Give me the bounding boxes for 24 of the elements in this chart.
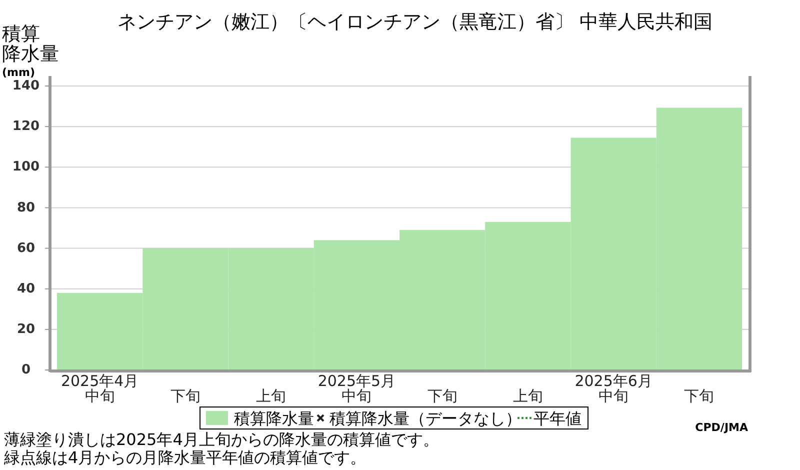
y-tick-label: 40 [16, 281, 36, 296]
x-tick-label: 下旬 [170, 387, 200, 405]
text: 薄緑塗り潰しは2025年4月上旬からの降水量の積算値です。 [4, 430, 439, 449]
x-tick-label: 下旬 [427, 387, 458, 405]
y-tick-label: 80 [16, 200, 36, 216]
text: CPD/JMA [695, 421, 748, 434]
chart-title: ネンチアン（嫩江）〔ヘイロンチアン（黒竜江）省〕 中華人民共和国 [117, 11, 713, 33]
y-tick-label: 60 [16, 240, 36, 256]
text: 緑点線は4月からの月降水量平年値の積算値です。 [3, 448, 366, 467]
y-tick-label: 120 [12, 119, 40, 134]
y-tick-label: 100 [12, 160, 40, 175]
y-tick-label: 0 [21, 362, 31, 378]
x-tick-label: 上旬 [256, 387, 286, 405]
legend-label: 平年値 [534, 409, 582, 428]
y-axis-title: 積算降水量(mm) [2, 23, 59, 79]
y-tick-label: 20 [16, 322, 36, 337]
y-tick-label: 140 [12, 78, 40, 94]
legend-label: 積算降水量（データなし） [330, 409, 522, 428]
x-tick-label: 下旬 [684, 387, 714, 405]
x-tick-label: 上旬 [512, 387, 543, 405]
x-tick-label: 2025年4月中旬 [60, 372, 139, 405]
x-tick-label: 2025年5月中旬 [318, 372, 396, 405]
x-tick-label: 2025年6月中旬 [574, 372, 652, 405]
legend-label: 積算降水量 [234, 409, 314, 428]
